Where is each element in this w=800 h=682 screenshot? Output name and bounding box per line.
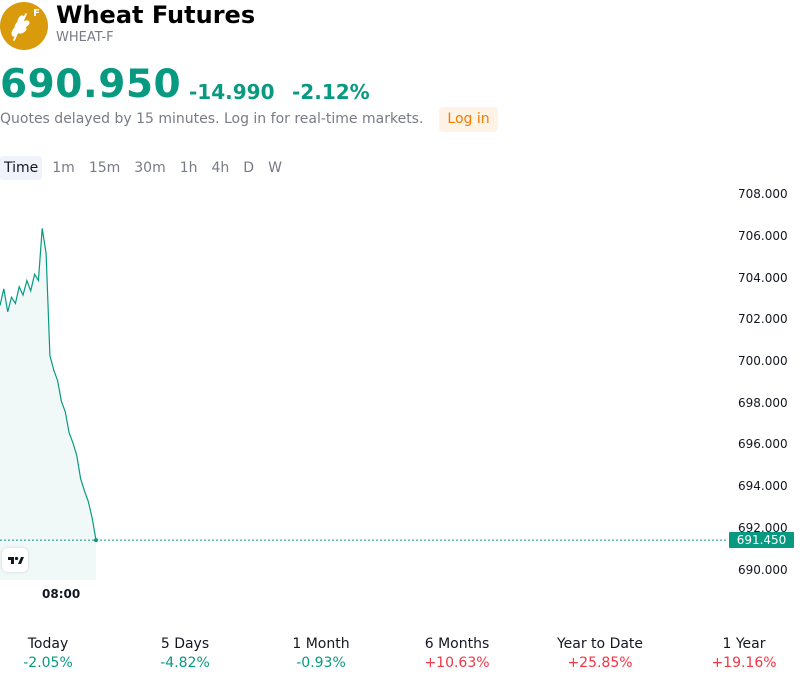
tradingview-logo-icon[interactable] xyxy=(2,548,28,572)
price-area xyxy=(0,228,96,580)
perf-1-month[interactable]: 1 Month -0.93% xyxy=(281,636,361,671)
perf-year-to-date[interactable]: Year to Date +25.85% xyxy=(550,636,650,671)
tab-30m[interactable]: 30m xyxy=(134,160,166,176)
price-chart[interactable] xyxy=(0,180,728,580)
delay-note: Quotes delayed by 15 minutes. Log in for… xyxy=(0,111,424,127)
price-change-percent: -2.12% xyxy=(292,80,370,104)
perf-today[interactable]: Today -2.05% xyxy=(18,636,78,671)
y-tick-label: 702.000 xyxy=(738,312,788,326)
perf-value: -2.05% xyxy=(23,655,73,671)
tab-1h[interactable]: 1h xyxy=(179,160,198,176)
perf-label: Year to Date xyxy=(556,636,644,652)
perf-value: +10.63% xyxy=(424,655,490,671)
perf-value: -0.93% xyxy=(296,655,346,671)
perf-value: -4.82% xyxy=(160,655,210,671)
page-title: Wheat Futures xyxy=(56,1,256,29)
perf-label: 5 Days xyxy=(160,636,210,652)
y-tick-label: 692.000 xyxy=(738,521,788,535)
last-price-dot xyxy=(94,538,98,543)
performance-row: Today -2.05% 5 Days -4.82% 1 Month -0.93… xyxy=(0,636,800,676)
price-line xyxy=(0,228,97,541)
perf-label: Today xyxy=(27,636,69,652)
price-change: -14.990 xyxy=(189,80,275,104)
perf-1-year[interactable]: 1 Year +19.16% xyxy=(704,636,784,671)
y-tick-label: 706.000 xyxy=(738,229,788,243)
login-button[interactable]: Log in xyxy=(439,107,498,132)
tab-d[interactable]: D xyxy=(243,160,255,176)
tab-4h[interactable]: 4h xyxy=(211,160,230,176)
perf-5-days[interactable]: 5 Days -4.82% xyxy=(150,636,220,671)
perf-value: +25.85% xyxy=(567,655,633,671)
timeframe-tabs: Time 1m 15m 30m 1h 4h D W xyxy=(0,156,292,180)
y-tick-label: 698.000 xyxy=(738,396,788,410)
y-tick-label: 694.000 xyxy=(738,479,788,493)
tab-15m[interactable]: 15m xyxy=(88,160,121,176)
perf-label: 6 Months xyxy=(424,636,490,652)
tab-time[interactable]: Time xyxy=(0,156,43,180)
perf-value: +19.16% xyxy=(711,655,777,671)
last-price-tag: 691.450 xyxy=(729,532,794,548)
tab-w[interactable]: W xyxy=(268,160,282,176)
y-tick-label: 696.000 xyxy=(738,437,788,451)
perf-label: 1 Month xyxy=(292,636,350,652)
y-tick-label: 690.000 xyxy=(738,563,788,577)
wheat-logo-icon: F xyxy=(0,2,48,50)
last-price: 690.950 xyxy=(0,62,182,107)
x-tick-label: 08:00 xyxy=(42,587,81,601)
perf-6-months[interactable]: 6 Months +10.63% xyxy=(417,636,497,671)
y-tick-label: 704.000 xyxy=(738,271,788,285)
logo-badge: F xyxy=(33,8,40,19)
symbol-label: WHEAT-F xyxy=(56,30,114,45)
y-tick-label: 708.000 xyxy=(738,187,788,201)
tab-1m[interactable]: 1m xyxy=(52,160,75,176)
y-tick-label: 700.000 xyxy=(738,354,788,368)
perf-label: 1 Year xyxy=(722,636,766,652)
